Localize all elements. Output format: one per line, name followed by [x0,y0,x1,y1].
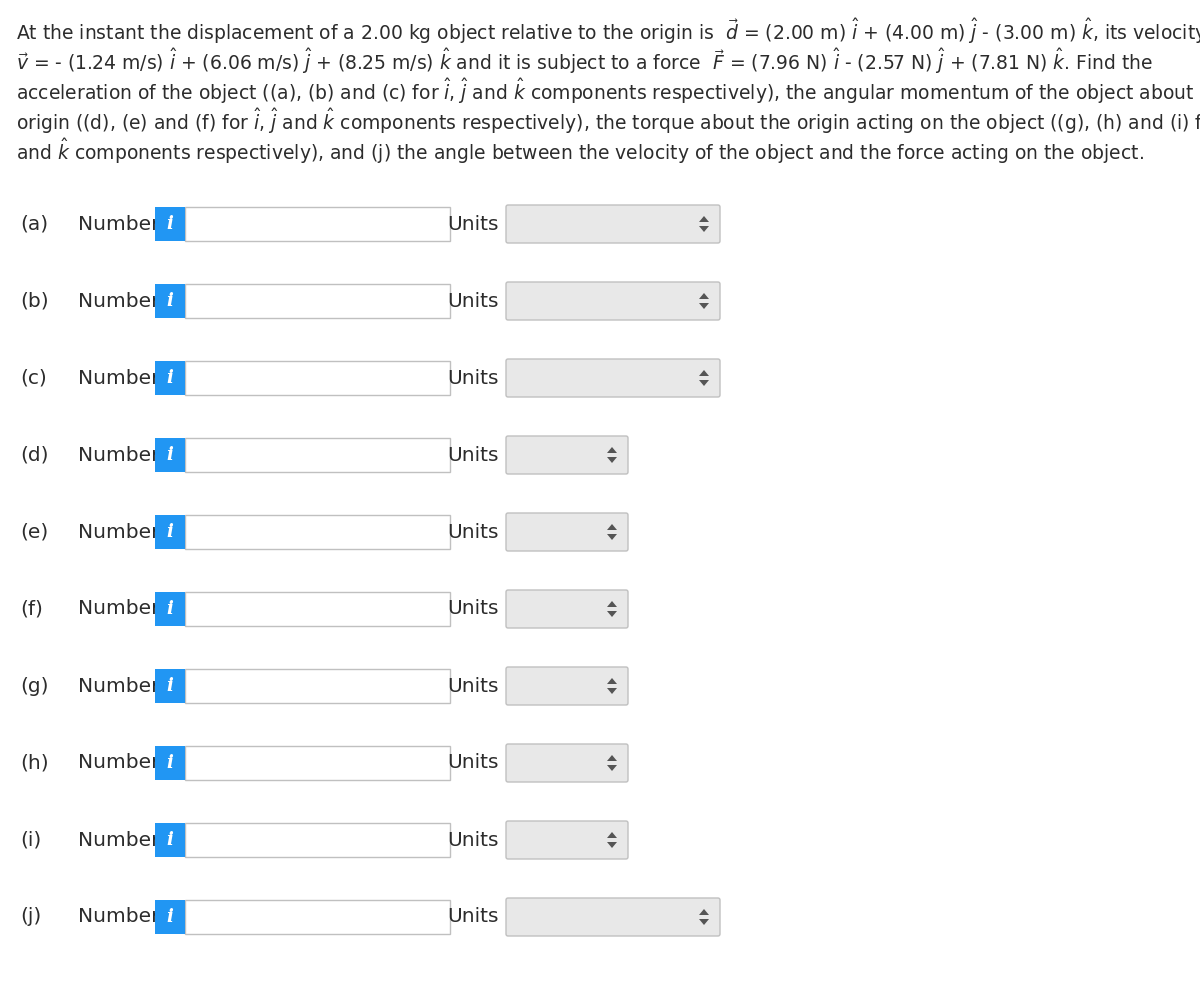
Polygon shape [607,832,617,838]
Text: (c): (c) [20,368,47,388]
Polygon shape [607,457,617,463]
Text: Units: Units [446,368,498,388]
Bar [155,361,185,395]
FancyBboxPatch shape [506,513,628,551]
Bar [155,284,185,318]
FancyBboxPatch shape [506,744,628,782]
Polygon shape [607,601,617,607]
Text: and $\hat{k}$ components respectively), and (j) the angle between the velocity o: and $\hat{k}$ components respectively), … [16,136,1144,166]
Text: i: i [167,831,174,849]
Text: i: i [167,215,174,233]
Text: (j): (j) [20,907,41,926]
Bar [155,746,185,780]
Polygon shape [607,611,617,617]
Bar [185,515,450,549]
Text: At the instant the displacement of a 2.00 kg object relative to the origin is  $: At the instant the displacement of a 2.0… [16,16,1200,46]
Text: acceleration of the object ((a), (b) and (c) for $\hat{i}$, $\hat{j}$ and $\hat{: acceleration of the object ((a), (b) and… [16,76,1200,106]
Text: $\vec{v}$ = - (1.24 m/s) $\hat{i}$ + (6.06 m/s) $\hat{j}$ + (8.25 m/s) $\hat{k}$: $\vec{v}$ = - (1.24 m/s) $\hat{i}$ + (6.… [16,46,1153,76]
FancyBboxPatch shape [506,359,720,397]
Polygon shape [698,909,709,915]
Bar [185,592,450,626]
Bar [155,515,185,549]
Text: Number: Number [78,446,160,464]
Bar [185,823,450,857]
FancyBboxPatch shape [506,590,628,628]
Bar [185,438,450,472]
Bar [155,669,185,703]
Text: Number: Number [78,368,160,388]
Polygon shape [607,447,617,453]
Bar [155,592,185,626]
Text: Number: Number [78,292,160,310]
Text: Number: Number [78,214,160,234]
Polygon shape [698,226,709,232]
Text: (e): (e) [20,522,48,541]
Bar [185,746,450,780]
Text: Number: Number [78,599,160,619]
Text: Units: Units [446,677,498,695]
Text: (i): (i) [20,831,41,849]
Polygon shape [698,370,709,376]
Polygon shape [698,216,709,222]
Text: i: i [167,523,174,541]
Text: Units: Units [446,753,498,773]
Bar [185,669,450,703]
Text: (d): (d) [20,446,48,464]
Text: Number: Number [78,831,160,849]
Text: Units: Units [446,522,498,541]
Text: i: i [167,446,174,464]
Text: origin ((d), (e) and (f) for $\hat{i}$, $\hat{j}$ and $\hat{k}$ components respe: origin ((d), (e) and (f) for $\hat{i}$, … [16,106,1200,136]
Bar [185,900,450,934]
Bar [185,284,450,318]
Text: (h): (h) [20,753,49,773]
Text: (f): (f) [20,599,43,619]
FancyBboxPatch shape [506,205,720,243]
Polygon shape [607,534,617,540]
Text: i: i [167,677,174,695]
Polygon shape [698,293,709,299]
Polygon shape [607,524,617,530]
Bar [155,900,185,934]
Bar [155,438,185,472]
FancyBboxPatch shape [506,898,720,936]
FancyBboxPatch shape [506,821,628,859]
Text: (g): (g) [20,677,48,695]
Bar [155,823,185,857]
Text: Units: Units [446,907,498,926]
FancyBboxPatch shape [506,436,628,474]
Text: Number: Number [78,677,160,695]
Polygon shape [698,919,709,925]
FancyBboxPatch shape [506,282,720,320]
Polygon shape [607,678,617,684]
Text: (a): (a) [20,214,48,234]
Text: Units: Units [446,292,498,310]
Polygon shape [607,765,617,771]
Polygon shape [607,755,617,761]
Text: Units: Units [446,214,498,234]
Polygon shape [698,380,709,386]
Text: Units: Units [446,446,498,464]
Text: i: i [167,600,174,618]
Bar [185,361,450,395]
Text: Number: Number [78,522,160,541]
Bar [185,207,450,241]
Text: i: i [167,908,174,926]
FancyBboxPatch shape [506,667,628,705]
Text: (b): (b) [20,292,49,310]
Text: i: i [167,369,174,387]
Text: Number: Number [78,907,160,926]
Polygon shape [607,688,617,694]
Polygon shape [607,842,617,848]
Text: i: i [167,292,174,310]
Text: i: i [167,754,174,772]
Bar [155,207,185,241]
Polygon shape [698,303,709,309]
Text: Number: Number [78,753,160,773]
Text: Units: Units [446,599,498,619]
Text: Units: Units [446,831,498,849]
